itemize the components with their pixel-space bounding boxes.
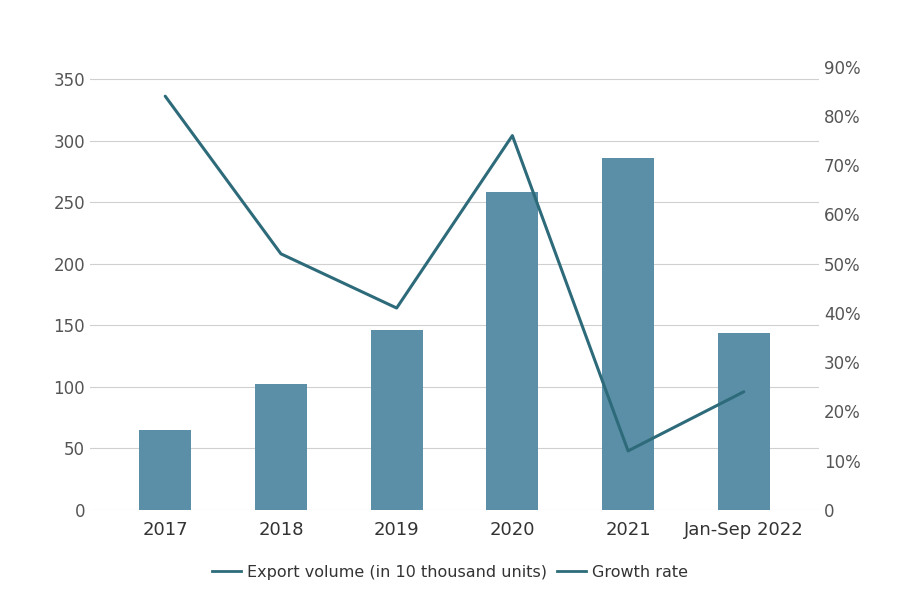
Bar xyxy=(718,332,770,510)
Bar xyxy=(602,158,654,510)
Bar xyxy=(486,192,538,510)
Bar xyxy=(140,430,191,510)
Bar xyxy=(255,385,307,510)
Legend: Export volume (in 10 thousand units), Growth rate: Export volume (in 10 thousand units), Gr… xyxy=(206,558,694,586)
Bar xyxy=(371,330,423,510)
